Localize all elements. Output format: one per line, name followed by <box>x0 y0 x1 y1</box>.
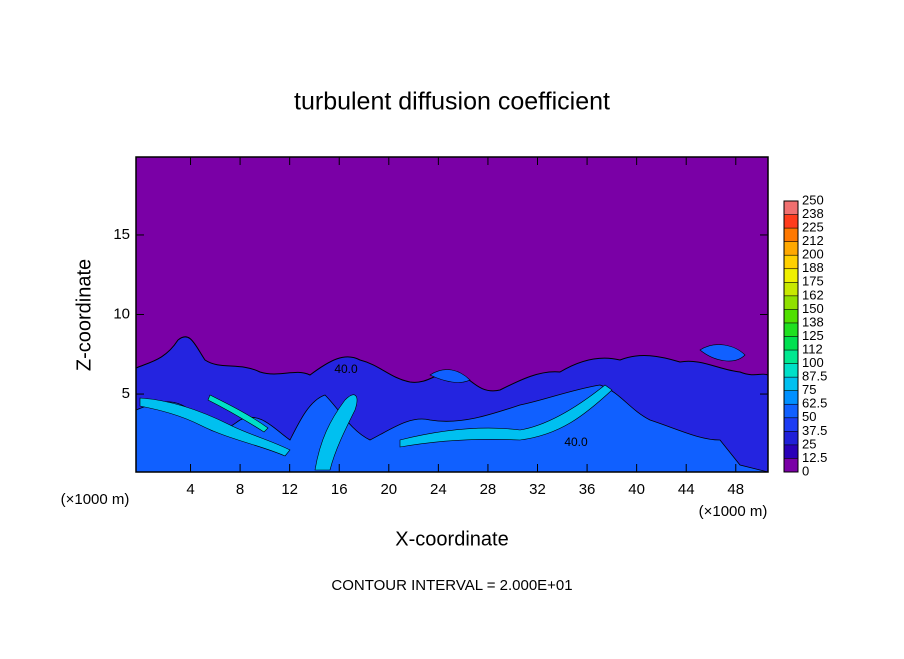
colorbar-segment <box>784 241 798 256</box>
field-streak <box>399 384 613 448</box>
colorbar-segment <box>784 350 798 364</box>
contour-label: 40.0 <box>334 362 358 376</box>
x-tick-label: 40 <box>628 481 645 498</box>
colorbar-label: 12.5 <box>802 450 827 465</box>
colorbar-label: 25 <box>802 436 816 451</box>
x-unit: (×1000 m) <box>61 491 130 508</box>
colorbar-label: 225 <box>802 220 824 235</box>
x-tick-label: 44 <box>678 481 695 498</box>
colorbar-segment <box>784 363 798 378</box>
y-axis-label: Z-coordinate <box>73 259 95 371</box>
y-tick-label: 10 <box>113 305 130 322</box>
x-unit: (×1000 m) <box>699 503 768 520</box>
colorbar-label: 125 <box>802 328 824 343</box>
colorbar-segment <box>784 309 798 323</box>
colorbar-label: 75 <box>802 382 816 397</box>
colorbar-segment <box>784 255 798 269</box>
field-streak <box>314 394 358 471</box>
footer: CONTOUR INTERVAL = 2.000E+01 <box>331 577 572 594</box>
colorbar-label: 37.5 <box>802 423 827 438</box>
colorbar-label: 100 <box>802 355 824 370</box>
contour-label: 40.0 <box>564 435 588 449</box>
colorbar-label: 200 <box>802 247 824 262</box>
x-tick-label: 12 <box>281 481 298 498</box>
colorbar-segment <box>784 458 798 472</box>
colorbar-label: 212 <box>802 233 824 248</box>
colorbar-segment <box>784 201 798 215</box>
colorbar-segment <box>784 404 798 418</box>
colorbar-segment <box>784 336 798 351</box>
x-tick-label: 20 <box>380 481 397 498</box>
x-tick-label: 24 <box>430 481 447 498</box>
colorbar-label: 250 <box>802 192 824 207</box>
colorbar-label: 175 <box>802 274 824 289</box>
y-tick-label: 15 <box>113 226 130 243</box>
y-tick-label: 5 <box>122 385 130 402</box>
colorbar-label: 138 <box>802 314 824 329</box>
x-axis-label: X-coordinate <box>395 528 508 550</box>
colorbar-segment <box>784 214 798 229</box>
colorbar-label: 112 <box>802 341 823 356</box>
colorbar-segment <box>784 444 798 459</box>
field-streak <box>139 397 291 457</box>
colorbar-segment <box>784 268 798 283</box>
colorbar-segment <box>784 228 798 242</box>
chart-title: turbulent diffusion coefficient <box>294 88 610 116</box>
field <box>135 157 769 473</box>
x-tick-label: 36 <box>579 481 596 498</box>
field-streak <box>207 394 269 433</box>
colorbar-segment <box>784 282 798 296</box>
colorbar-label: 150 <box>802 301 824 316</box>
colorbar-segment <box>784 417 798 432</box>
x-tick-label: 48 <box>727 481 744 498</box>
colorbar-segment <box>784 322 798 337</box>
x-tick-label: 8 <box>236 481 244 498</box>
field-streak <box>429 344 746 383</box>
colorbar-label: 0 <box>802 463 809 478</box>
x-tick-label: 16 <box>331 481 348 498</box>
colorbar-segment <box>784 390 798 405</box>
x-tick-label: 32 <box>529 481 546 498</box>
x-tick-label: 28 <box>480 481 497 498</box>
colorbar-segment <box>784 295 798 310</box>
x-tick-label: 4 <box>186 481 194 498</box>
colorbar-segment <box>784 377 798 391</box>
colorbar-label: 238 <box>802 206 824 221</box>
colorbar-label: 50 <box>802 409 816 424</box>
colorbar-label: 188 <box>802 260 824 275</box>
colorbar-label: 87.5 <box>802 369 827 384</box>
colorbar-segment <box>784 431 798 445</box>
colorbar-label: 62.5 <box>802 396 827 411</box>
colorbar-label: 162 <box>802 287 824 302</box>
